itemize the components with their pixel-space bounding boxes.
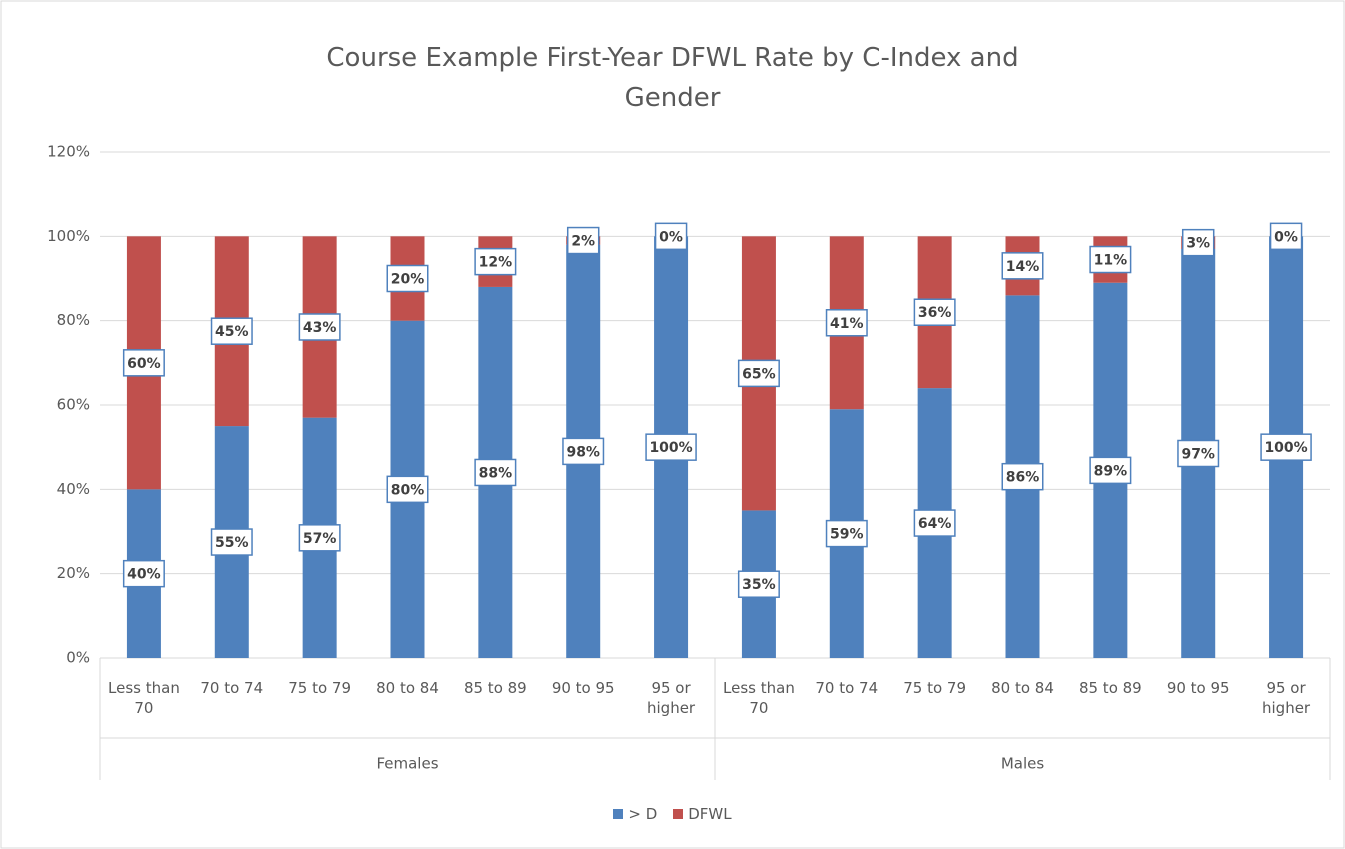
data-label: 11%: [1094, 253, 1128, 269]
data-label-box: [825, 309, 868, 337]
data-label: 89%: [1094, 463, 1128, 479]
data-label-box: [1089, 456, 1132, 485]
y-tick-label: 80%: [57, 311, 90, 329]
data-label: 35%: [742, 577, 776, 593]
data-label-box: [1001, 252, 1044, 280]
data-label-box: [1001, 462, 1044, 491]
data-label-box: [122, 559, 165, 588]
x-tick-label: 95 or higher: [1262, 679, 1311, 717]
data-label: 59%: [830, 527, 864, 543]
data-label-box: [913, 509, 956, 537]
data-label-box: [913, 298, 956, 326]
legend-label: DFWL: [688, 805, 732, 823]
data-label: 100%: [649, 440, 692, 456]
data-label-box: [210, 528, 253, 556]
data-label: 14%: [1006, 259, 1040, 275]
data-label-box: [122, 349, 165, 377]
data-label-box: [654, 222, 688, 251]
data-label: 55%: [215, 535, 249, 551]
data-label-box: [474, 458, 517, 487]
data-label: 0%: [659, 229, 683, 245]
data-label-box: [737, 570, 780, 598]
group-label: Females: [376, 755, 438, 773]
legend-item: DFWL: [673, 805, 732, 823]
data-label-box: [1181, 228, 1215, 257]
x-tick-label: 95 or higher: [647, 679, 696, 717]
data-label-box: [298, 313, 341, 341]
data-label: 43%: [303, 320, 337, 336]
data-label: 88%: [479, 465, 513, 481]
data-label-box: [1089, 245, 1132, 274]
data-label: 57%: [303, 531, 337, 547]
x-tick-label: 85 to 89: [463, 679, 527, 697]
data-label-box: [386, 264, 429, 293]
y-tick-label: 120%: [47, 143, 90, 161]
data-label: 98%: [566, 444, 600, 460]
data-label: 86%: [1006, 470, 1040, 486]
data-label-box: [645, 433, 697, 461]
y-tick-label: 20%: [57, 564, 90, 582]
legend-swatch: [673, 809, 684, 819]
data-label-box: [1260, 433, 1312, 461]
data-label-box: [737, 359, 780, 388]
data-label-box: [825, 519, 868, 548]
x-tick-label: Less than 70: [108, 679, 180, 717]
x-tick-label: Less than 70: [723, 679, 795, 717]
y-tick-label: 0%: [66, 649, 90, 667]
data-label: 0%: [1274, 229, 1298, 245]
data-label: 97%: [1181, 446, 1215, 462]
legend-swatch: [613, 809, 624, 819]
data-label: 60%: [127, 356, 161, 372]
data-label: 64%: [918, 516, 952, 532]
data-label: 20%: [391, 272, 425, 288]
data-label: 65%: [742, 366, 776, 382]
data-label: 2%: [571, 234, 595, 250]
legend-label: > D: [628, 805, 658, 823]
chart-title: Course Example First-Year DFWL Rate by C…: [326, 43, 1019, 113]
data-label-box: [562, 437, 605, 466]
legend-item: > D: [613, 805, 657, 823]
data-label: 12%: [479, 255, 513, 271]
data-label-box: [1269, 222, 1303, 251]
data-label: 40%: [127, 567, 161, 583]
x-tick-label: 90 to 95: [551, 679, 615, 697]
x-tick-label: 80 to 84: [991, 679, 1054, 697]
x-tick-label: 70 to 74: [815, 679, 879, 697]
group-label: Males: [1001, 755, 1045, 773]
data-label-box: [386, 475, 429, 504]
y-tick-label: 60%: [57, 396, 90, 414]
x-tick-label: 85 to 89: [1078, 679, 1142, 697]
y-tick-label: 40%: [57, 480, 90, 498]
data-label: 3%: [1186, 236, 1210, 252]
data-label: 41%: [830, 316, 864, 332]
data-label: 36%: [918, 305, 952, 321]
data-label-box: [298, 524, 341, 552]
data-label: 100%: [1264, 440, 1307, 456]
x-tick-label: 75 to 79: [903, 679, 967, 697]
legend: > D DFWL: [0, 805, 1345, 823]
data-label: 45%: [215, 324, 249, 340]
data-label-box: [1177, 439, 1220, 468]
data-label-box: [566, 226, 600, 255]
x-tick-label: 90 to 95: [1166, 679, 1230, 697]
data-label: 80%: [391, 482, 425, 498]
x-tick-label: 80 to 84: [376, 679, 439, 697]
data-label-box: [474, 247, 517, 276]
x-tick-label: 70 to 74: [200, 679, 264, 697]
x-tick-label: 75 to 79: [288, 679, 352, 697]
data-label-box: [210, 317, 253, 345]
y-tick-label: 100%: [47, 227, 90, 245]
